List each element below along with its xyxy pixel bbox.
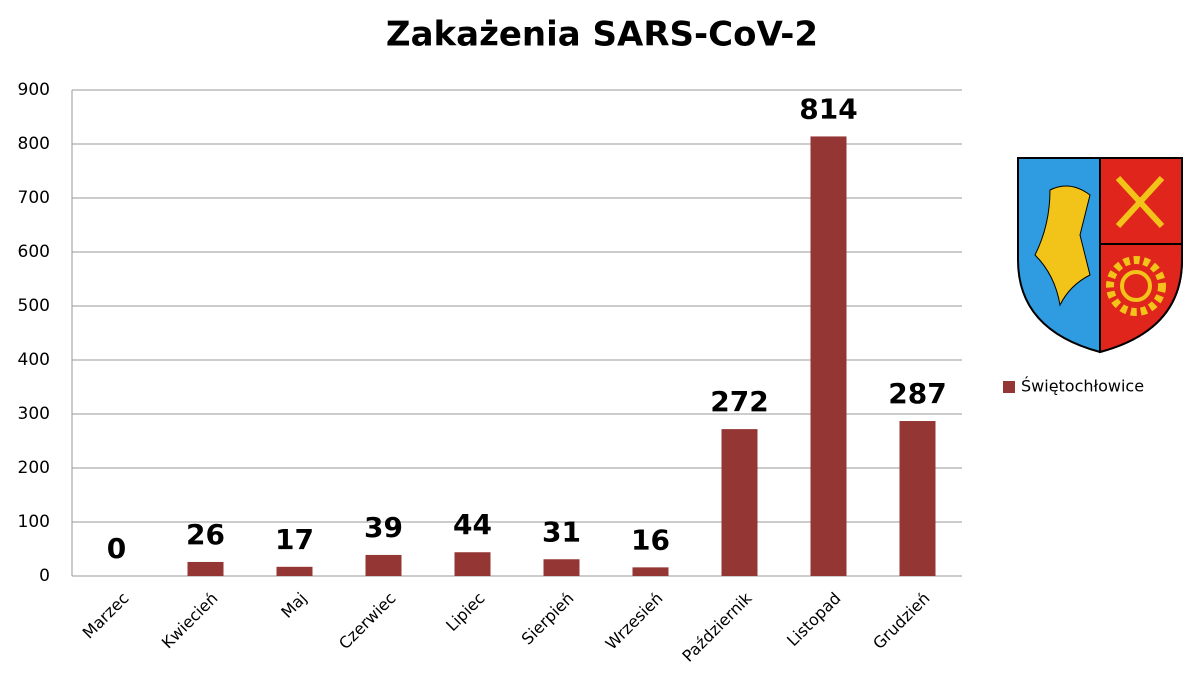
coat-of-arms [1017,157,1183,354]
y-tick-label: 100 [18,512,50,532]
x-tick-label: Październik [678,588,756,666]
legend-swatch [1003,381,1015,393]
data-label: 814 [799,92,857,125]
chart-title: Zakażenia SARS-CoV-2 [386,15,818,55]
x-tick-label: Czerwiec [335,589,399,653]
data-label: 272 [710,385,768,418]
y-tick-label: 0 [39,566,50,586]
y-tick-label: 300 [18,404,50,424]
x-tick-label: Listopad [783,589,844,650]
data-label: 31 [542,515,581,548]
bar [632,567,669,576]
x-tick-label: Wrzesień [602,589,667,654]
data-label: 17 [275,523,314,556]
y-tick-label: 200 [18,458,50,478]
data-label: 16 [631,523,670,556]
y-tick-label: 400 [18,350,50,370]
bar [810,136,847,576]
y-tick-label: 600 [18,242,50,262]
x-tick-label: Grudzień [869,589,933,653]
y-tick-label: 500 [18,296,50,316]
y-tick-label: 900 [18,80,50,100]
legend-label: Świętochłowice [1021,377,1144,396]
data-label: 39 [364,511,403,544]
bar [454,552,491,576]
bar [276,566,313,576]
data-label: 0 [107,532,126,565]
bar [365,554,402,576]
x-tick-label: Lipiec [442,589,488,635]
x-tick-label: Maj [277,589,310,622]
x-tick-label: Kwiecień [158,589,222,653]
y-tick-label: 700 [18,188,50,208]
y-tick-label: 800 [18,134,50,154]
bar [543,559,580,576]
data-label: 26 [186,518,225,551]
bar [899,421,936,576]
x-tick-label: Marzec [79,589,133,643]
x-tick-label: Sierpień [518,589,578,649]
bar [187,561,224,576]
bar [721,429,758,576]
data-label: 287 [888,377,946,410]
data-label: 44 [453,508,492,541]
